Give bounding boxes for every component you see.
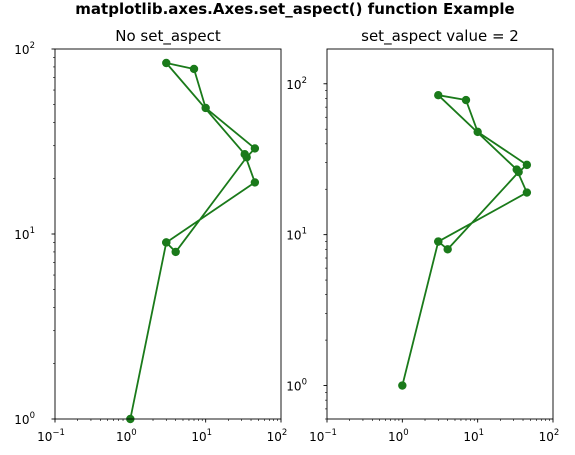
right-axes-series [398,90,532,390]
right-data-point [461,95,471,105]
right-axes-title: set_aspect value = 2 [361,27,519,46]
left-data-point [240,149,249,159]
right-data-point [522,188,532,197]
right-data-point [398,381,407,390]
left-data-point [250,178,260,187]
right-data-point [522,160,532,170]
left-data-point [189,64,199,74]
right-axes-major-ticks [323,83,554,423]
left-axes-major-ticks [51,48,282,423]
right-x-tick-label: 100 [388,428,409,444]
right-axes-frame [326,48,554,420]
left-axes-title: No set_aspect [115,27,221,46]
right-data-point [434,237,443,246]
right-data-point [434,90,443,100]
left-axes-frame [54,48,282,420]
left-x-tick-label: 10−1 [37,428,65,444]
left-x-tick-label: 102 [267,428,288,444]
left-axes-series [126,58,260,424]
right-y-tick-label: 101 [286,227,307,243]
left-data-point [250,144,260,153]
left-x-tick-label: 101 [191,428,212,444]
figure-suptitle: matplotlib.axes.Axes.set_aspect() functi… [75,0,514,18]
left-data-point [162,238,171,247]
right-axes-tick-labels: 10−1 100 101 102 100 101 102 [286,76,559,444]
right-x-tick-label: 102 [539,428,560,444]
right-series-line [401,94,528,386]
left-data-point [201,103,210,113]
left-x-tick-label: 100 [116,428,137,444]
left-y-tick-label: 100 [14,411,35,427]
left-data-point [171,247,180,257]
right-x-tick-label: 10−1 [309,428,337,444]
left-data-point [162,58,171,68]
right-y-tick-label: 102 [286,76,307,92]
right-axes: set_aspect value = 2 10−1 100 101 102 100 101… [286,27,559,444]
right-data-point [443,245,452,254]
right-y-tick-label: 100 [286,378,307,394]
right-axes-minor-ticks [325,90,550,421]
left-series-line [129,62,256,420]
right-data-point [473,127,482,137]
right-x-tick-label: 101 [463,428,484,444]
right-data-point [512,165,521,174]
left-y-tick-label: 101 [14,226,35,242]
left-y-tick-label: 102 [14,41,35,57]
